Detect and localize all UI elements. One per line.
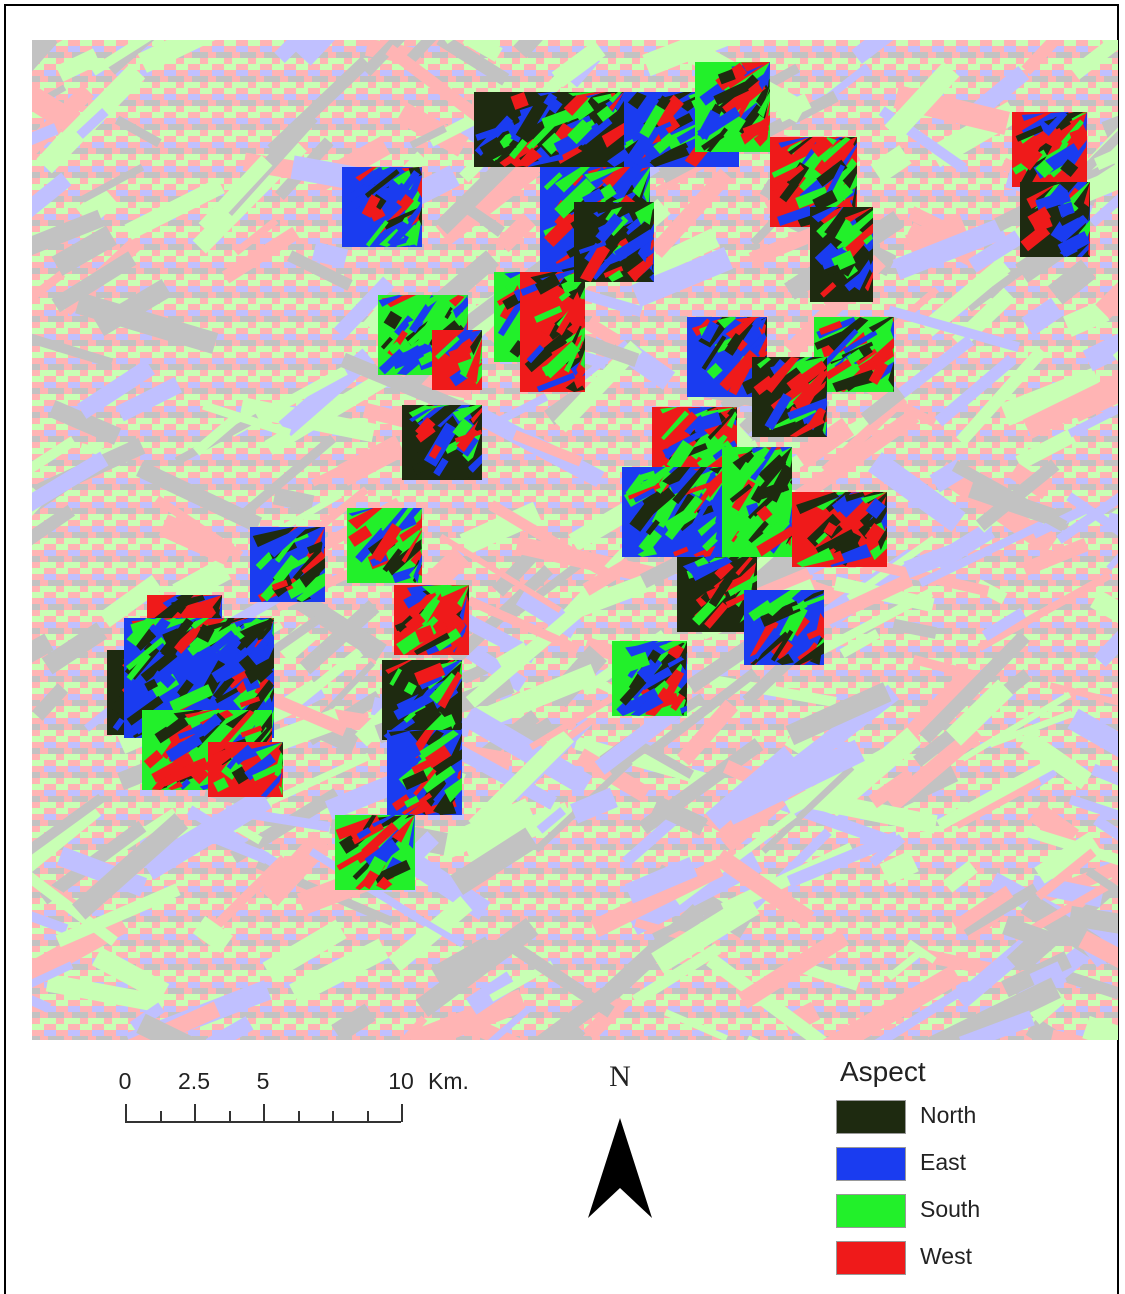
study-block	[394, 585, 469, 655]
map-frame: 0 2.5 5 10 Km. N Aspect North East South…	[4, 4, 1119, 1294]
legend-item-west: West	[836, 1241, 1096, 1288]
scale-tick	[298, 1111, 300, 1122]
legend-title: Aspect	[840, 1056, 1096, 1088]
legend-item-east: East	[836, 1147, 1096, 1194]
scale-tick	[125, 1104, 127, 1122]
legend-swatch	[836, 1241, 906, 1275]
scale-tick	[160, 1111, 162, 1122]
study-block	[335, 815, 415, 890]
study-block	[574, 202, 654, 282]
scale-tick-label: 2.5	[178, 1068, 210, 1095]
study-block	[474, 92, 624, 167]
scale-unit: Km.	[428, 1068, 469, 1095]
study-block	[402, 405, 482, 480]
legend-label: East	[920, 1149, 966, 1176]
study-block	[432, 330, 482, 390]
north-arrow: N	[580, 1060, 660, 1220]
study-block	[752, 357, 827, 437]
scale-tick-label: 0	[119, 1068, 132, 1095]
aspect-map[interactable]	[32, 40, 1118, 1040]
legend-swatch	[836, 1100, 906, 1134]
study-block	[810, 207, 873, 302]
study-block	[520, 272, 585, 392]
legend-label: North	[920, 1102, 976, 1129]
study-block	[1020, 182, 1090, 257]
legend-label: South	[920, 1196, 980, 1223]
north-arrow-icon	[580, 1060, 660, 1220]
study-block	[722, 447, 792, 557]
legend-label: West	[920, 1243, 972, 1270]
study-block	[792, 492, 887, 567]
study-block	[744, 590, 824, 665]
study-block	[342, 167, 422, 247]
study-block	[622, 467, 722, 557]
scale-tick	[332, 1111, 334, 1122]
legend-swatch	[836, 1194, 906, 1228]
legend: Aspect North East South West	[836, 1056, 1096, 1288]
scale-bar: 0 2.5 5 10 Km.	[106, 1064, 486, 1134]
scale-tick	[229, 1111, 231, 1122]
scale-tick	[367, 1111, 369, 1122]
scale-tick	[194, 1104, 196, 1122]
scale-tick-label: 10	[388, 1068, 414, 1095]
study-block	[612, 641, 687, 716]
study-block	[695, 62, 770, 152]
study-block	[387, 730, 462, 815]
scale-tick	[401, 1104, 403, 1122]
study-block	[1012, 112, 1087, 187]
study-block	[347, 508, 422, 583]
study-block	[250, 527, 325, 602]
scale-tick-label: 5	[257, 1068, 270, 1095]
study-block	[382, 660, 462, 740]
legend-item-south: South	[836, 1194, 1096, 1241]
study-block	[208, 742, 283, 797]
legend-swatch	[836, 1147, 906, 1181]
scale-tick	[263, 1104, 265, 1122]
legend-item-north: North	[836, 1100, 1096, 1147]
